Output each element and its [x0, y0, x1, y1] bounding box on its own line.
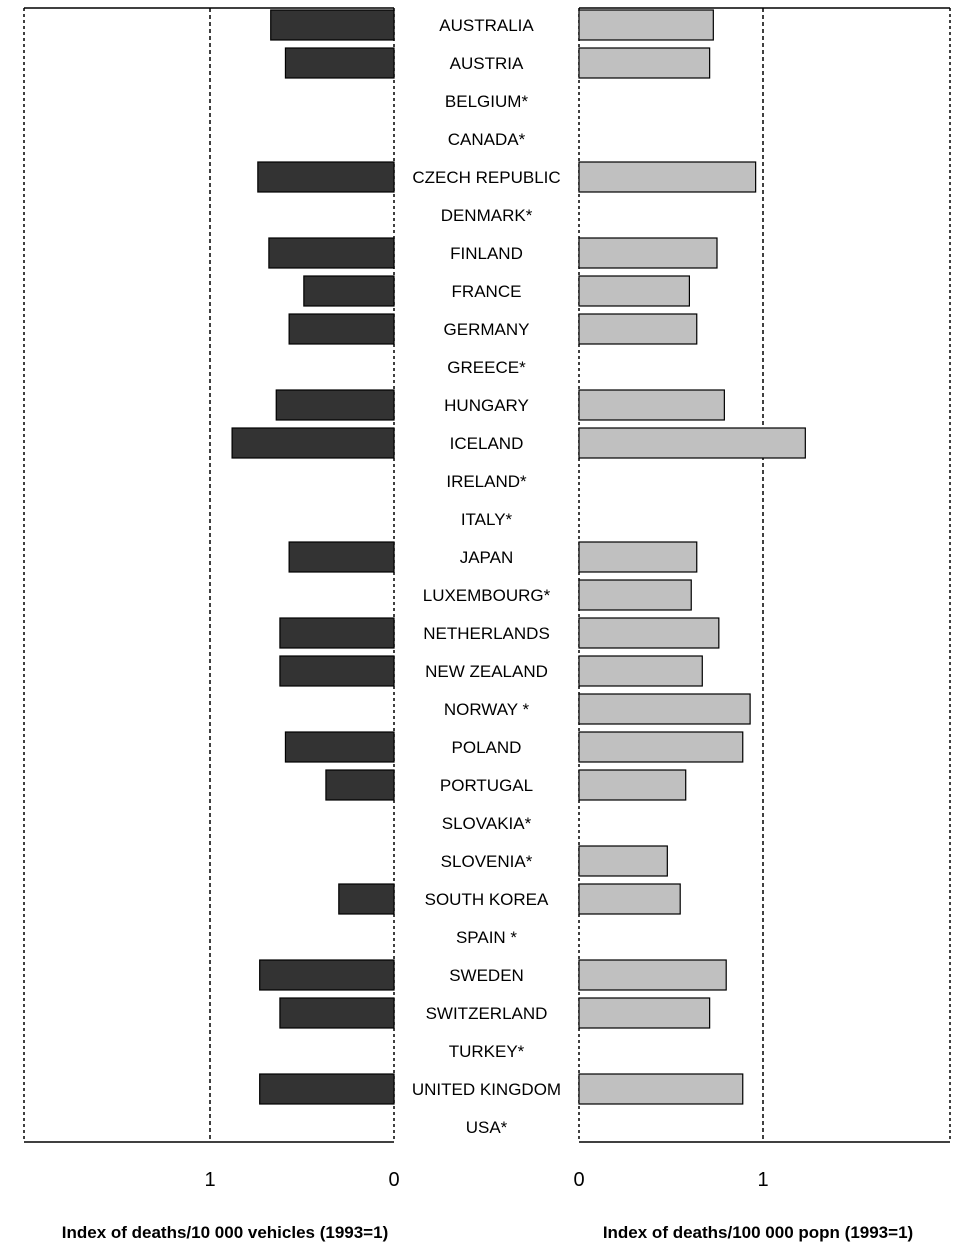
country-label: PORTUGAL	[440, 776, 533, 795]
country-label: NORWAY *	[444, 700, 530, 719]
country-label: NETHERLANDS	[423, 624, 550, 643]
country-label: TURKEY*	[449, 1042, 525, 1061]
right-axis-label: Index of deaths/100 000 popn (1993=1)	[603, 1223, 913, 1242]
left-bar	[268, 237, 395, 269]
left-bar	[279, 655, 395, 687]
right-bar	[578, 997, 711, 1029]
left-bar	[259, 1073, 395, 1105]
country-label: CZECH REPUBLIC	[412, 168, 560, 187]
left-bar	[259, 959, 395, 991]
country-label: AUSTRIA	[450, 54, 524, 73]
country-label: NEW ZEALAND	[425, 662, 548, 681]
country-label: USA*	[466, 1118, 508, 1137]
right-bar	[578, 731, 744, 763]
country-label: DENMARK*	[441, 206, 533, 225]
country-label: ITALY*	[461, 510, 513, 529]
right-bar	[578, 427, 806, 459]
right-bar	[578, 237, 718, 269]
left-bar	[231, 427, 395, 459]
left-bar	[303, 275, 395, 307]
right-bar	[578, 541, 698, 573]
right-bar	[578, 161, 757, 193]
left-tick-label: 0	[388, 1169, 399, 1191]
left-bar	[288, 313, 395, 345]
right-bar	[578, 47, 711, 79]
left-axis-label: Index of deaths/10 000 vehicles (1993=1)	[62, 1223, 388, 1242]
country-label: BELGIUM*	[445, 92, 529, 111]
country-label: SWEDEN	[449, 966, 524, 985]
right-bar	[578, 845, 668, 877]
left-bar	[257, 161, 395, 193]
left-bar	[284, 47, 395, 79]
left-bar	[288, 541, 395, 573]
right-bar	[578, 883, 681, 915]
country-label: JAPAN	[460, 548, 514, 567]
left-bar	[325, 769, 395, 801]
country-label: SLOVAKIA*	[442, 814, 532, 833]
country-label: GREECE*	[447, 358, 526, 377]
left-tick-label: 1	[204, 1169, 215, 1191]
right-bar	[578, 313, 698, 345]
left-bar	[284, 731, 395, 763]
left-bar	[275, 389, 395, 421]
country-label: UNITED KINGDOM	[412, 1080, 561, 1099]
right-bar	[578, 959, 727, 991]
tick-labels: 1 0 0 1	[204, 1169, 768, 1191]
right-tick-label: 0	[573, 1169, 584, 1191]
country-label: FINLAND	[450, 244, 523, 263]
right-bar	[578, 275, 691, 307]
bars-layer	[231, 9, 806, 1105]
plot-frame	[23, 7, 951, 1143]
country-label: FRANCE	[452, 282, 522, 301]
country-label: AUSTRALIA	[439, 16, 534, 35]
right-bar	[578, 389, 725, 421]
country-label: SLOVENIA*	[441, 852, 533, 871]
country-label: LUXEMBOURG*	[423, 586, 551, 605]
country-label: SOUTH KOREA	[425, 890, 549, 909]
country-label: GERMANY	[444, 320, 530, 339]
left-bar	[338, 883, 395, 915]
left-bar	[270, 9, 395, 41]
country-label: SWITZERLAND	[426, 1004, 548, 1023]
country-labels: AUSTRALIA AUSTRIA BELGIUM* CANADA* CZECH REP…	[412, 16, 561, 1137]
right-bar	[578, 769, 687, 801]
left-bar	[279, 997, 395, 1029]
right-bar	[578, 579, 692, 611]
right-bar	[578, 1073, 744, 1105]
left-bar	[279, 617, 395, 649]
right-bar	[578, 9, 714, 41]
right-tick-label: 1	[757, 1169, 768, 1191]
right-bar	[578, 655, 703, 687]
country-label: IRELAND*	[446, 472, 527, 491]
right-bar	[578, 617, 720, 649]
country-label: POLAND	[452, 738, 522, 757]
country-label: HUNGARY	[444, 396, 529, 415]
country-label: CANADA*	[448, 130, 526, 149]
country-label: SPAIN *	[456, 928, 517, 947]
country-label: ICELAND	[450, 434, 524, 453]
right-bar	[578, 693, 751, 725]
